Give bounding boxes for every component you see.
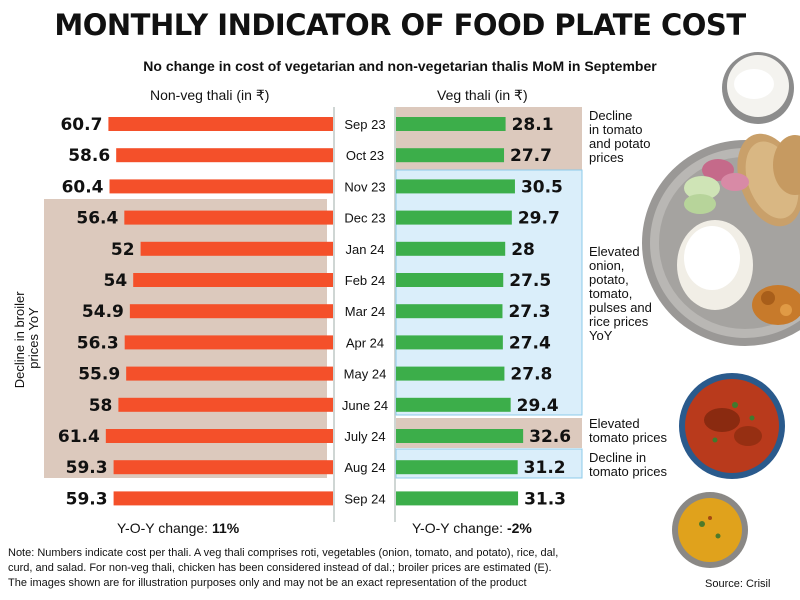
veg-bar: [396, 460, 518, 475]
nonveg-value-label: 54: [104, 271, 128, 291]
veg-bar: [396, 304, 503, 319]
nonveg-bar: [109, 179, 334, 194]
nonveg-series-header: Non-veg thali (in ₹): [150, 87, 270, 103]
veg-value-label: 30.5: [521, 177, 563, 197]
month-tick-label: Sep 23: [344, 117, 385, 132]
chart-title: MONTHLY INDICATOR OF FOOD PLATE COST: [54, 8, 746, 42]
nonveg-bar: [124, 335, 333, 350]
veg-bar: [396, 366, 505, 381]
veg-yoy-change: Y-O-Y change: -2%: [412, 520, 532, 536]
nonveg-value-label: 59.3: [66, 489, 108, 509]
nonveg-value-label: 58: [89, 396, 113, 416]
nonveg-yoy-change: Y-O-Y change: 11%: [117, 520, 239, 536]
footnote: Note: Numbers indicate cost per thali. A…: [8, 546, 608, 591]
veg-value-label: 27.5: [509, 271, 551, 291]
nonveg-bar: [126, 366, 333, 381]
nonveg-bar: [118, 397, 334, 412]
month-tick-label: Nov 23: [344, 179, 385, 194]
nonveg-bar: [129, 304, 333, 319]
month-tick-label: Aug 24: [344, 460, 385, 475]
veg-value-label: 27.4: [509, 333, 551, 353]
veg-value-label: 27.8: [510, 365, 552, 385]
nonveg-bar: [105, 429, 333, 443]
month-tick-label: May 24: [344, 367, 387, 382]
nonveg-value-label: 58.6: [68, 146, 110, 166]
nonveg-value-label: 60.7: [60, 115, 102, 135]
chart-subtitle: No change in cost of vegetarian and non-…: [143, 58, 657, 74]
nonveg-value-label: 60.4: [62, 177, 104, 197]
annotation-elevated-prices: Elevated onion, potato, tomato, pulses and ri…: [589, 244, 652, 343]
nonveg-bar: [113, 460, 333, 475]
veg-bar: [396, 397, 511, 412]
nonveg-yoy-value: 11%: [211, 520, 240, 536]
right-annotations: Decline in tomato and potato prices Elevated…: [589, 108, 668, 479]
veg-bar: [396, 429, 524, 443]
month-tick-label: Apr 24: [346, 335, 384, 350]
nonveg-bar: [116, 148, 334, 163]
month-tick-label: Mar 24: [345, 304, 385, 319]
footnote-line: Note: Numbers indicate cost per thali. A…: [8, 547, 559, 559]
annotation-tomato-decline: Decline in tomato prices: [589, 450, 668, 479]
veg-bar: [396, 273, 504, 287]
veg-value-label: 28.1: [512, 115, 554, 135]
nonveg-value-label: 56.3: [77, 333, 119, 353]
veg-yoy-label: Y-O-Y change:: [412, 520, 507, 536]
nonveg-value-label: 52: [111, 240, 135, 260]
right-axis-line: [394, 107, 396, 522]
annotation-tomato-potato-decline: Decline in tomato and potato prices: [589, 108, 650, 165]
nonveg-value-label: 59.3: [66, 458, 108, 478]
veg-value-label: 27.7: [510, 146, 552, 166]
veg-yoy-value: -2%: [506, 520, 532, 536]
nonveg-value-label: 54.9: [82, 302, 124, 322]
veg-bar: [396, 241, 506, 256]
veg-series-header: Veg thali (in ₹): [437, 87, 528, 103]
source-credit: Source: Crisil: [705, 578, 771, 590]
footnote-line: The images shown are for illustration pu…: [8, 577, 527, 589]
month-tick-label: Sep 24: [344, 491, 385, 506]
veg-value-label: 27.3: [508, 302, 550, 322]
veg-bar: [396, 148, 505, 163]
annotation-elevated-tomato: Elevated tomato prices: [589, 416, 668, 445]
nonveg-value-label: 55.9: [78, 365, 120, 385]
month-tick-label: Feb 24: [345, 273, 385, 288]
nonveg-yoy-label: Y-O-Y change:: [117, 520, 212, 536]
veg-bar: [396, 491, 519, 506]
nonveg-bar: [108, 117, 333, 131]
broiler-annotation: Decline in broiler prices YoY: [12, 288, 41, 388]
veg-bar: [396, 179, 515, 194]
nonveg-bar: [124, 210, 333, 225]
month-tick-label: June 24: [342, 398, 388, 413]
month-tick-label: Oct 23: [346, 148, 384, 163]
left-axis-line: [333, 107, 335, 522]
nonveg-value-label: 56.4: [76, 209, 118, 229]
nonveg-value-label: 61.4: [58, 427, 100, 447]
veg-bar: [396, 117, 506, 131]
month-tick-label: Jan 24: [345, 242, 384, 257]
veg-value-label: 29.7: [518, 209, 560, 229]
veg-value-label: 32.6: [529, 427, 571, 447]
nonveg-bar: [113, 491, 333, 506]
veg-value-label: 31.3: [524, 489, 566, 509]
nonveg-bar: [133, 273, 333, 287]
month-tick-label: Dec 23: [344, 211, 385, 226]
veg-value-label: 31.2: [524, 458, 566, 478]
veg-bar: [396, 210, 512, 225]
veg-value-label: 28: [511, 240, 535, 260]
nonveg-bar: [140, 241, 333, 256]
footnote-line: curd, and salad. For non-veg thali, chic…: [8, 562, 552, 574]
veg-bar: [396, 335, 503, 350]
veg-value-label: 29.4: [517, 396, 559, 416]
month-tick-label: July 24: [344, 429, 385, 444]
